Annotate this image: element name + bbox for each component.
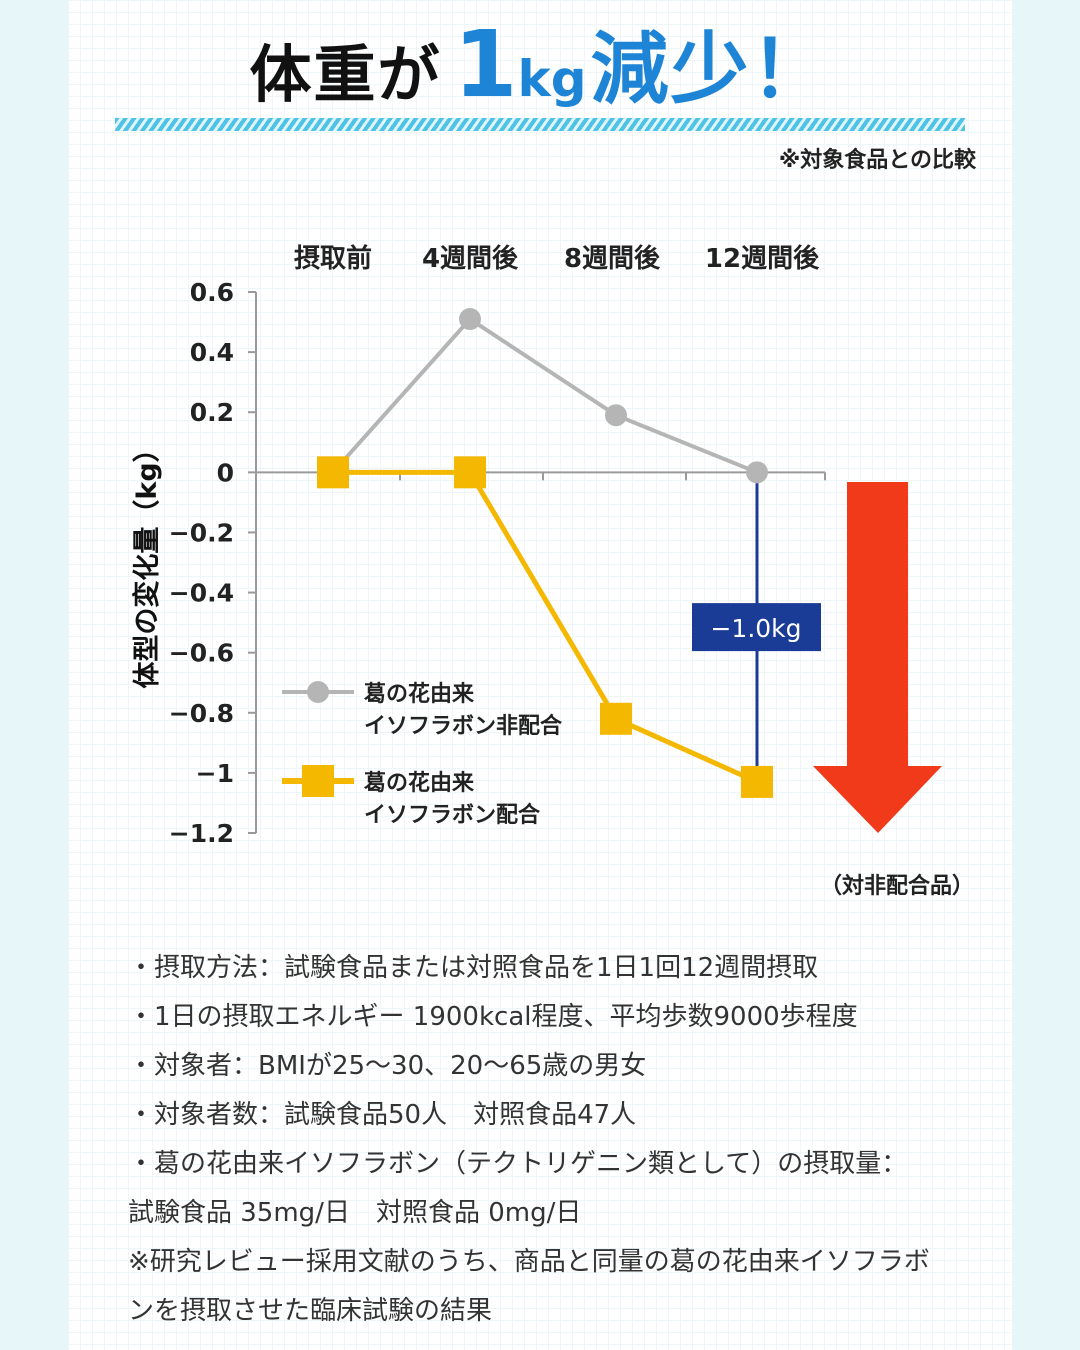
note-line: ・摂取方法：試験食品または対照食品を1日1回12週間摂取 (128, 953, 819, 983)
data-point-blended (741, 765, 773, 798)
data-point-non-blended (459, 308, 481, 331)
data-point-non-blended (746, 461, 768, 484)
difference-label-box (692, 603, 821, 652)
legend-marker-non-blended (307, 681, 329, 703)
legend-label: イソフラボン配合 (364, 802, 541, 828)
legend-label: イソフラボン非配合 (364, 713, 563, 739)
note-line: ・1日の摂取エネルギー 1900kcal程度、平均歩数9000歩程度 (128, 1002, 858, 1032)
note-line: 試験食品 35mg/日 対照食品 0mg/日 (128, 1198, 582, 1228)
y-tick-label: −0.8 (169, 699, 234, 728)
note-line: ・対象者数：試験食品50人 対照食品47人 (128, 1100, 637, 1130)
comparison-label: （対非配合品） (819, 874, 974, 899)
note-line: ンを摂取させた臨床試験の結果 (128, 1296, 493, 1326)
y-tick-label: 0.4 (190, 338, 234, 367)
headline-text-decrease: 減少！ (590, 25, 831, 115)
y-tick-label: 0.2 (190, 398, 234, 427)
compare-note: ※対象食品との比較 (778, 148, 976, 173)
category-label: 8週間後 (564, 243, 661, 274)
y-axis-label: 体型の変化量（kg） (131, 435, 163, 688)
series-line-blended (333, 469, 759, 785)
y-tick-label: −1.2 (169, 819, 234, 848)
y-tick-label: 0 (217, 458, 234, 487)
y-tick-label: −0.4 (169, 579, 234, 608)
headline-number: 1 (453, 11, 518, 118)
note-line: ・葛の花由来イソフラボン（テクトリゲニン類として）の摂取量： (128, 1149, 908, 1179)
series-line-non-blended (331, 316, 758, 475)
study-notes: ・摂取方法：試験食品または対照食品を1日1回12週間摂取・1日の摂取エネルギー … (128, 944, 988, 1336)
category-label: 摂取前 (294, 243, 372, 274)
legend-label: 葛の花由来 (363, 770, 475, 796)
category-label: 4週間後 (422, 243, 519, 274)
data-point-non-blended (605, 404, 627, 427)
data-point-blended (317, 456, 349, 489)
note-line: ※研究レビュー採用文献のうち、商品と同量の葛の花由来イソフラボ (128, 1247, 930, 1277)
legend-label: 葛の花由来 (363, 681, 475, 707)
y-tick-label: −0.2 (169, 518, 234, 547)
decrease-arrow (813, 482, 942, 833)
y-tick-label: −1 (196, 759, 234, 788)
headline-unit: kg (517, 50, 587, 108)
y-tick-label: −0.6 (169, 639, 234, 668)
line-chart: 0.6 0.4 0.2 0 −0.2 −0.4 −0.6 −0.8 −1 −1.2 摂取前 4週間後 8… (131, 243, 942, 848)
decorative-stripe (115, 118, 965, 131)
headline-text-weight: 体重が (249, 38, 442, 111)
category-label: 12週間後 (705, 243, 820, 274)
note-line: ・対象者：BMIが25～30、20～65歳の男女 (128, 1051, 647, 1081)
data-point-blended (454, 456, 486, 489)
y-tick-label: 0.6 (190, 278, 234, 307)
legend-marker-blended (302, 765, 334, 797)
data-point-blended (600, 702, 632, 735)
difference-label: −1.0kg (710, 614, 801, 643)
headline: 体重が 1kg減少！ (0, 10, 1080, 120)
